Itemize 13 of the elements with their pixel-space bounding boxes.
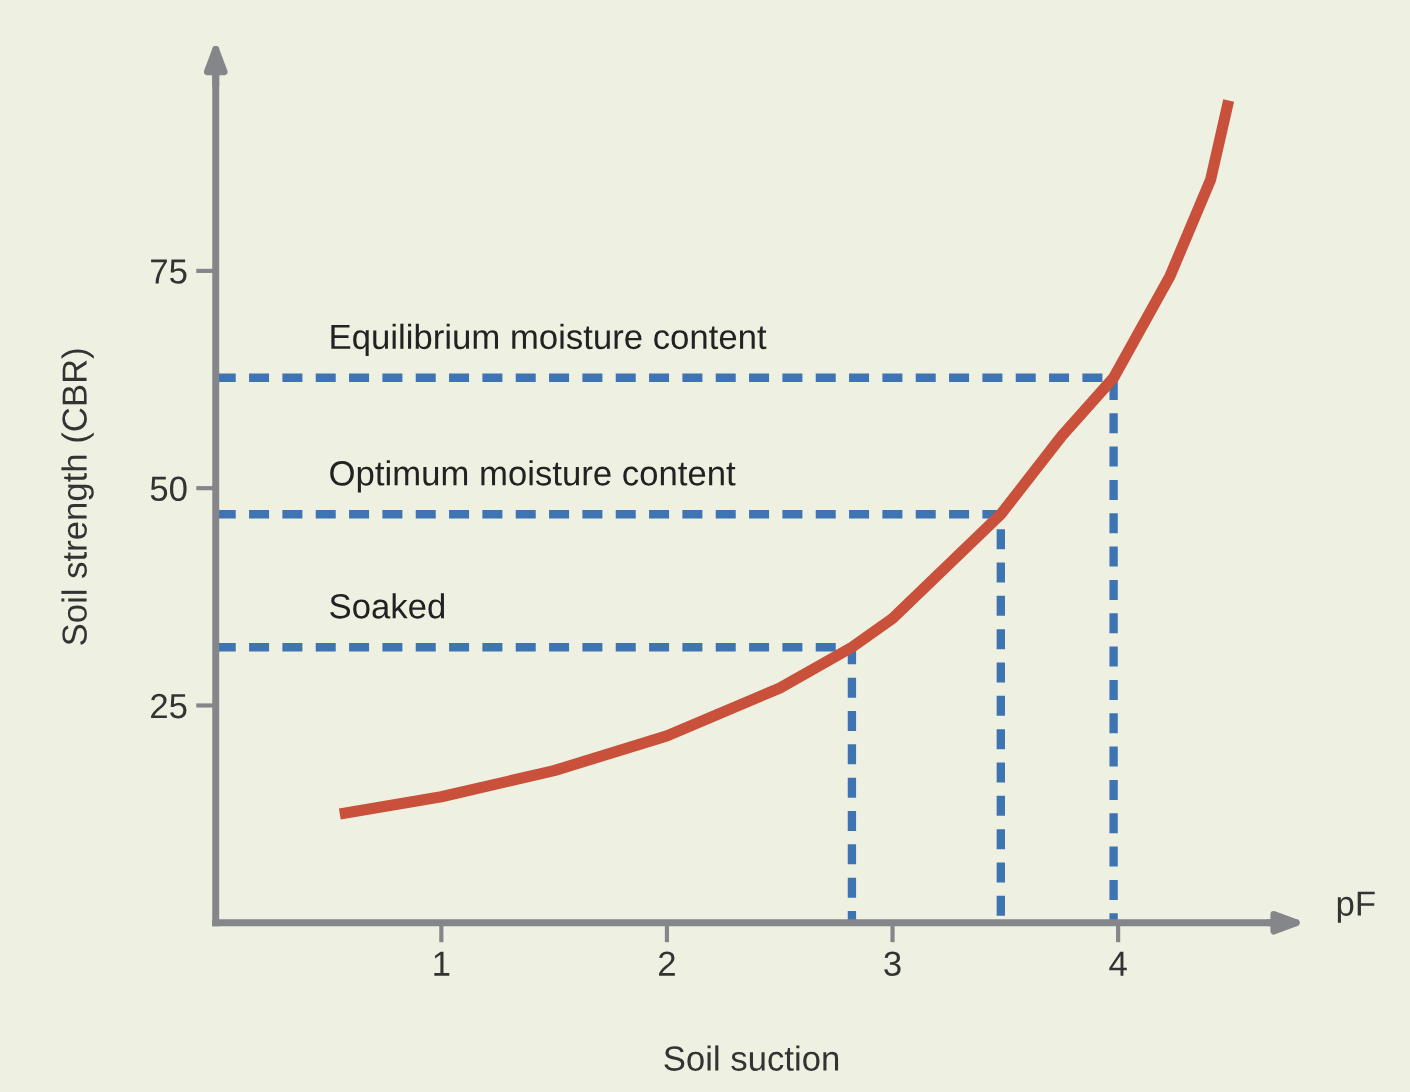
y-tick-label: 75 (151, 259, 187, 284)
x-tick-label: 4 (1109, 951, 1127, 976)
series-label: Equilibrium moisture content (331, 323, 767, 357)
x-tick-label: 3 (884, 951, 901, 977)
series-label: Optimum moisture content (330, 460, 736, 493)
x-axis-title: Soil suction (664, 1045, 839, 1071)
series-label: Soaked (330, 593, 445, 619)
y-tick-label: 50 (150, 476, 187, 502)
x-tick-label: 2 (659, 951, 675, 976)
y-tick-label: 25 (151, 693, 187, 719)
y-axis-title: Soil strength (CBR) (61, 349, 94, 645)
text: pF (1337, 891, 1375, 923)
x-tick-label: 1 (434, 951, 450, 976)
